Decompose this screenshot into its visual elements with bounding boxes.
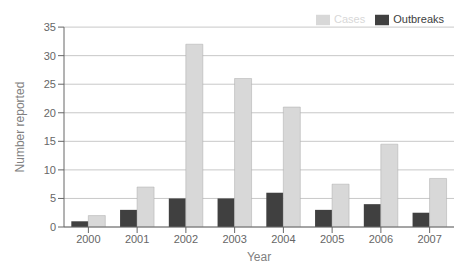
svg-text:Year: Year: [247, 250, 271, 264]
svg-text:30: 30: [44, 50, 56, 62]
svg-text:2000: 2000: [76, 233, 100, 245]
svg-text:2003: 2003: [222, 233, 246, 245]
html-text:Outbreaks: Outbreaks: [393, 13, 444, 25]
svg-text:15: 15: [44, 135, 56, 147]
svg-text:2004: 2004: [271, 233, 295, 245]
svg-text:35: 35: [44, 21, 56, 33]
html-text:Cases: Cases: [334, 13, 366, 25]
svg-text:2002: 2002: [174, 233, 198, 245]
svg-text:20: 20: [44, 107, 56, 119]
svg-text:0: 0: [50, 221, 56, 233]
svg-text:Number reported: Number reported: [13, 82, 27, 173]
svg-text:2005: 2005: [320, 233, 344, 245]
svg-text:2006: 2006: [369, 233, 393, 245]
svg-text:2001: 2001: [125, 233, 149, 245]
svg-text:5: 5: [50, 192, 56, 204]
svg-text:25: 25: [44, 78, 56, 90]
svg-text:2007: 2007: [417, 233, 441, 245]
svg-text:10: 10: [44, 164, 56, 176]
